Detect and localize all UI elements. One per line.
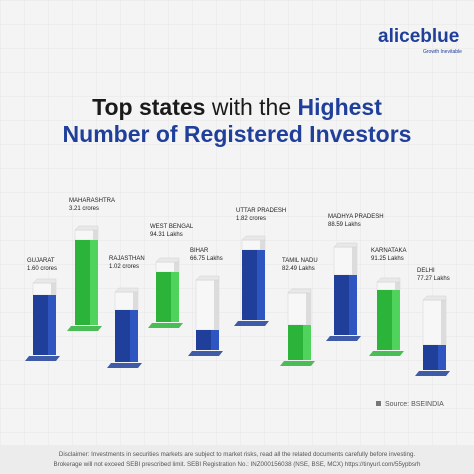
bar-shadow (107, 363, 142, 368)
state-value: 66.75 Lakhs (190, 256, 223, 262)
bar-cap (74, 225, 99, 231)
grid-background (0, 0, 474, 445)
tagline: Growth Inevitable (423, 49, 462, 55)
state-value: 88.59 Lakhs (328, 222, 361, 228)
state-name: UTTAR PRADESH (236, 208, 286, 214)
bar-shadow (415, 371, 450, 376)
bar-cap (422, 295, 447, 301)
bar-fill-light (438, 345, 446, 370)
bar-cap (333, 242, 358, 248)
disclaimer-band (0, 445, 474, 474)
bar-fill-light (211, 330, 219, 350)
bar-cap (376, 277, 401, 283)
bar-side (395, 282, 400, 290)
bar-shadow (67, 326, 102, 331)
bar-cap (195, 275, 220, 281)
bar-side (441, 300, 446, 345)
bar-fill-light (349, 275, 357, 335)
bar-side (214, 280, 219, 330)
title-part: Highest (298, 94, 383, 120)
bar-fill-light (90, 240, 98, 325)
state-value: 1.60 crores (27, 266, 57, 272)
title-part: with the (211, 94, 291, 120)
state-name: BIHAR (190, 248, 209, 254)
bar-shadow (25, 356, 60, 361)
bar-side (174, 262, 179, 272)
source: Source: BSEINDIA (385, 401, 444, 408)
state-name: WEST BENGAL (150, 224, 194, 230)
state-name: MAHARASHTRA (69, 198, 115, 204)
title-part: Top states (92, 94, 205, 120)
state-name: GUJARAT (27, 258, 55, 264)
bar-shadow (326, 336, 361, 341)
bar-cap (155, 257, 180, 263)
bar-shadow (369, 351, 404, 356)
bar-side (260, 240, 265, 250)
bar-side (352, 247, 357, 275)
bar-side (133, 292, 138, 310)
disclaimer: Brokerage will not exceed SEBI prescribe… (54, 461, 421, 468)
brand: aliceblue (378, 26, 459, 47)
bar-cap (32, 278, 57, 284)
state-value: 91.25 Lakhs (371, 256, 404, 262)
bar-fill-light (130, 310, 138, 362)
state-value: 3.21 crores (69, 206, 99, 212)
state-name: DELHI (417, 268, 435, 274)
bar-side (51, 283, 56, 295)
bar-shadow (234, 321, 269, 326)
bar-fill-light (257, 250, 265, 320)
bar-shadow (188, 351, 223, 356)
state-value: 77.27 Lakhs (417, 276, 450, 282)
bar-shadow (280, 361, 315, 366)
title-line2: Number of Registered Investors (63, 121, 412, 147)
state-value: 94.31 Lakhs (150, 232, 183, 238)
bars: GUJARAT 1.60 crores MAHARASHTRA 3.21 crores… (25, 198, 450, 376)
bar-side (306, 293, 311, 325)
state-name: KARNATAKA (371, 248, 406, 254)
bar-fill-light (392, 290, 400, 350)
disclaimer: Disclaimer: Investments in securities ma… (59, 451, 416, 458)
bar-cap (287, 288, 312, 294)
state-name: RAJASTHAN (109, 256, 145, 262)
bar-fill-light (171, 272, 179, 322)
state-value: 1.02 crores (109, 264, 139, 270)
bar-side (93, 230, 98, 240)
bar-cap (241, 235, 266, 241)
state-value: 82.49 Lakhs (282, 266, 315, 272)
state-value: 1.82 crores (236, 216, 266, 222)
state-name: TAMIL NADU (282, 258, 318, 264)
bar-fill-light (303, 325, 311, 360)
title-line1: Top states with the Highest (92, 94, 382, 120)
bar-fill-light (48, 295, 56, 355)
bar-shadow (148, 323, 183, 328)
bar-cap (114, 287, 139, 293)
source-icon (376, 401, 381, 406)
state-name: MADHYA PRADESH (328, 214, 384, 220)
